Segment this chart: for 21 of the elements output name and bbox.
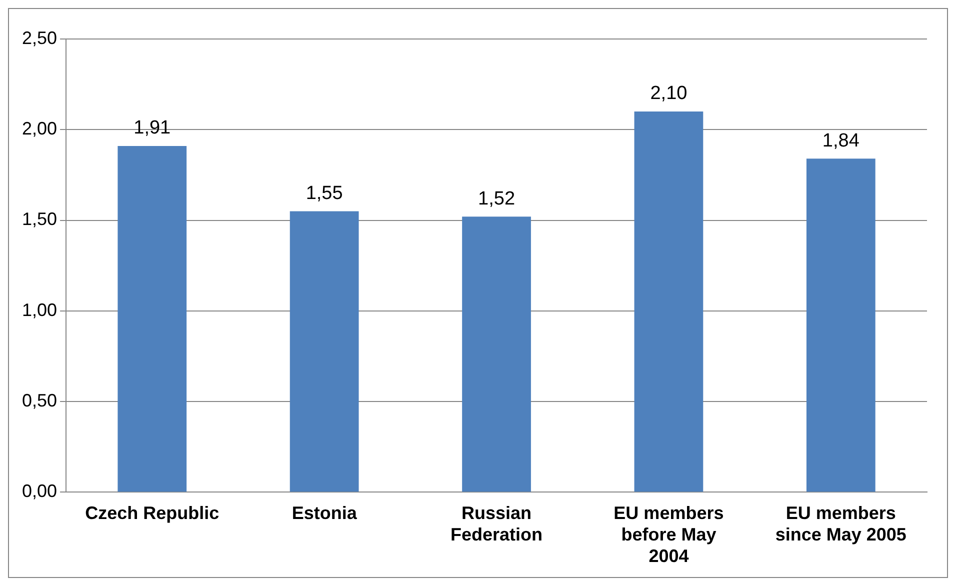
- x-tick-label: Russian Federation: [450, 502, 543, 545]
- bar: [290, 211, 359, 492]
- y-tick-label: 0,00: [22, 481, 58, 502]
- x-tick-label: Estonia: [292, 502, 358, 523]
- data-label: 1,52: [478, 188, 516, 210]
- y-tick-label: 2,50: [22, 28, 58, 48]
- y-tick-label: 0,50: [22, 390, 58, 411]
- data-label: 1,55: [306, 182, 343, 204]
- y-tick-label: 1,00: [22, 300, 58, 320]
- y-tick-label: 1,50: [22, 209, 58, 230]
- x-tick-label: Czech Republic: [85, 502, 220, 523]
- bar: [118, 146, 187, 492]
- data-label: 1,91: [134, 118, 171, 139]
- x-tick-label: EU members since May 2005: [775, 502, 906, 545]
- bar: [634, 112, 704, 492]
- data-label: 2,10: [650, 83, 688, 104]
- bar: [806, 158, 876, 492]
- x-tick-label: EU members before May 2004: [614, 502, 724, 566]
- y-tick-label: 2,00: [22, 118, 58, 139]
- data-label: 1,84: [822, 130, 860, 152]
- bar: [462, 216, 531, 492]
